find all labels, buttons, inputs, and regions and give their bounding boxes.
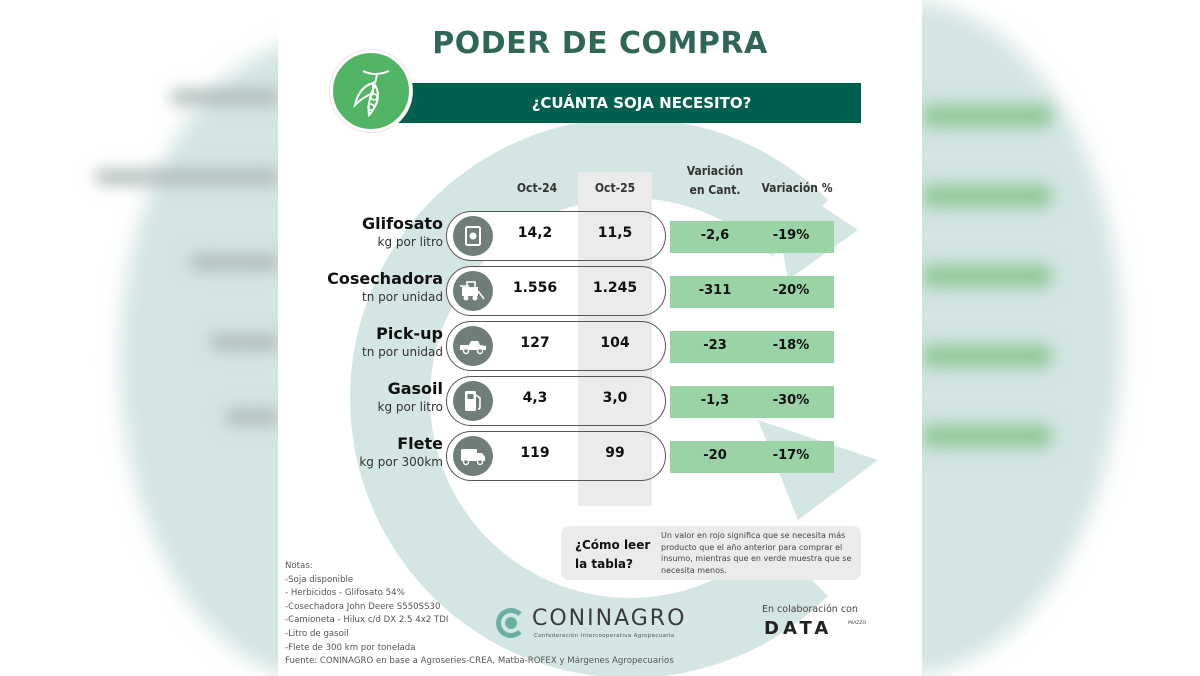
value-var-cant: -311 xyxy=(698,283,732,298)
value-var-pct: -20% xyxy=(772,283,810,298)
row-pill xyxy=(446,321,666,371)
notes-heading: Notas: xyxy=(285,561,313,571)
how-to-read-question: ¿Cómo leer la tabla? xyxy=(575,536,651,574)
value-oct24: 1.556 xyxy=(512,280,558,296)
value-oct25: 11,5 xyxy=(597,225,633,241)
header-variation-pct: Variación % xyxy=(761,181,833,195)
coninagro-logo: CONINAGRO Confederación Intercooperativa… xyxy=(496,604,716,644)
value-var-pct: -19% xyxy=(772,228,810,243)
how-to-read-box: ¿Cómo leer la tabla? Un valor en rojo si… xyxy=(561,526,861,580)
value-var-pct: -18% xyxy=(772,338,810,353)
current-period-column-highlight xyxy=(578,172,652,506)
infographic-poster: PODER DE COMPRA ¿CUÁNTA SOJA NECESITO? O… xyxy=(278,0,922,676)
note-item: - Herbicidos - Glifosato 54% xyxy=(285,588,405,599)
herbicide-can-icon xyxy=(453,216,493,256)
header-variation-cant-line1: Variación xyxy=(686,164,744,178)
row-name: Cosechadora xyxy=(327,269,443,288)
row-label: Cosechadora tn por unidad xyxy=(327,269,443,305)
note-item: -Camioneta - Hilux c/d DX 2.5 4x2 TDI xyxy=(285,615,449,626)
fuel-pump-icon xyxy=(453,381,493,421)
row-unit: tn por unidad xyxy=(362,290,443,304)
value-var-pct: -30% xyxy=(772,393,810,408)
row-name: Pick-up xyxy=(376,324,443,343)
value-oct25: 99 xyxy=(605,445,625,461)
note-item: -Soja disponible xyxy=(285,574,354,585)
row-label: Glifosato kg por litro xyxy=(362,214,443,250)
partner-logo: DATA xyxy=(764,618,833,639)
partner-logo-sup: MIAZZO xyxy=(848,621,866,626)
value-var-cant: -20 xyxy=(703,448,727,463)
value-var-pct: -17% xyxy=(772,448,810,463)
value-oct24: 4,3 xyxy=(522,390,548,406)
pickup-truck-icon xyxy=(453,326,493,366)
soybean-seal xyxy=(330,50,412,132)
table-row: Glifosato kg por litro 14,2 11,5 -2,6 -1… xyxy=(278,211,922,263)
row-unit: kg por litro xyxy=(377,400,443,414)
value-oct25: 1.245 xyxy=(592,280,638,296)
source-note: Fuente: CONINAGRO en base a Agroseries-C… xyxy=(285,656,674,667)
table-row: Gasoil kg por litro 4,3 3,0 -1,3 -30% xyxy=(278,376,922,428)
header-variation-cant: Variación en Cant. xyxy=(670,162,760,200)
soybean-pod-icon xyxy=(353,70,390,118)
value-oct24: 14,2 xyxy=(517,225,553,241)
header-variation-cant-line2: en Cant. xyxy=(689,183,741,197)
row-unit: tn por unidad xyxy=(362,345,443,359)
notes-section: Notas: -Soja disponible - Herbicidos - G… xyxy=(285,560,674,669)
value-oct24: 127 xyxy=(520,335,550,351)
row-name: Flete xyxy=(397,434,443,453)
header-oct24: Oct-24 xyxy=(516,181,558,195)
table-row: Cosechadora tn por unidad 1.556 1.245 -3… xyxy=(278,266,922,318)
row-pill xyxy=(446,376,666,426)
coninagro-logo-mark-icon xyxy=(496,608,526,638)
table-row: Pick-up tn por unidad 127 104 -23 -18% xyxy=(278,321,922,373)
value-oct24: 119 xyxy=(520,445,550,461)
blurred-left-backdrop xyxy=(0,0,278,676)
row-label: Gasoil kg por litro xyxy=(378,379,443,415)
variation-band xyxy=(670,331,834,363)
variation-band xyxy=(670,276,834,308)
coninagro-logo-inner-icon xyxy=(505,617,517,629)
how-to-read-question-line1: ¿Cómo leer xyxy=(575,538,651,552)
value-var-cant: -2,6 xyxy=(700,228,730,243)
collaboration-label: En colaboración con xyxy=(762,604,858,615)
row-unit: kg por 300km xyxy=(359,455,443,469)
blurred-right-backdrop xyxy=(922,0,1200,676)
row-pill xyxy=(446,211,666,261)
row-pill xyxy=(446,266,666,316)
value-oct25: 104 xyxy=(600,335,630,351)
value-var-cant: -1,3 xyxy=(700,393,730,408)
subtitle-text: ¿CUÁNTA SOJA NECESITO? xyxy=(531,94,752,112)
how-to-read-question-line2: la tabla? xyxy=(575,557,633,571)
page-title: PODER DE COMPRA xyxy=(432,26,768,61)
how-to-read-answer: Un valor en rojo significa que se necesi… xyxy=(661,531,852,575)
table-row: Flete kg por 300km 119 99 -20 -17% xyxy=(278,431,922,483)
coninagro-logo-subtitle: Confederación Intercooperativa Agropecua… xyxy=(534,633,675,639)
row-label: Pick-up tn por unidad xyxy=(362,324,443,360)
combine-harvester-icon xyxy=(453,271,493,311)
variation-band xyxy=(670,221,834,253)
row-name: Glifosato xyxy=(361,214,443,233)
row-name: Gasoil xyxy=(387,379,443,398)
row-unit: kg por litro xyxy=(377,235,443,249)
note-item: -Cosechadora John Deere S550SS30 xyxy=(285,601,441,612)
value-oct25: 3,0 xyxy=(602,390,628,406)
delivery-truck-icon xyxy=(453,436,493,476)
header-oct25: Oct-25 xyxy=(594,181,636,195)
value-var-cant: -23 xyxy=(703,338,727,353)
variation-band xyxy=(670,386,834,418)
note-item: -Flete de 300 km por tonelada xyxy=(285,642,416,653)
subtitle-banner: ¿CUÁNTA SOJA NECESITO? xyxy=(382,83,861,123)
coninagro-logo-text: CONINAGRO xyxy=(532,606,687,631)
variation-band xyxy=(670,441,834,473)
note-item: -Litro de gasoil xyxy=(285,628,349,639)
row-label: Flete kg por 300km xyxy=(359,434,443,470)
row-pill xyxy=(446,431,666,481)
